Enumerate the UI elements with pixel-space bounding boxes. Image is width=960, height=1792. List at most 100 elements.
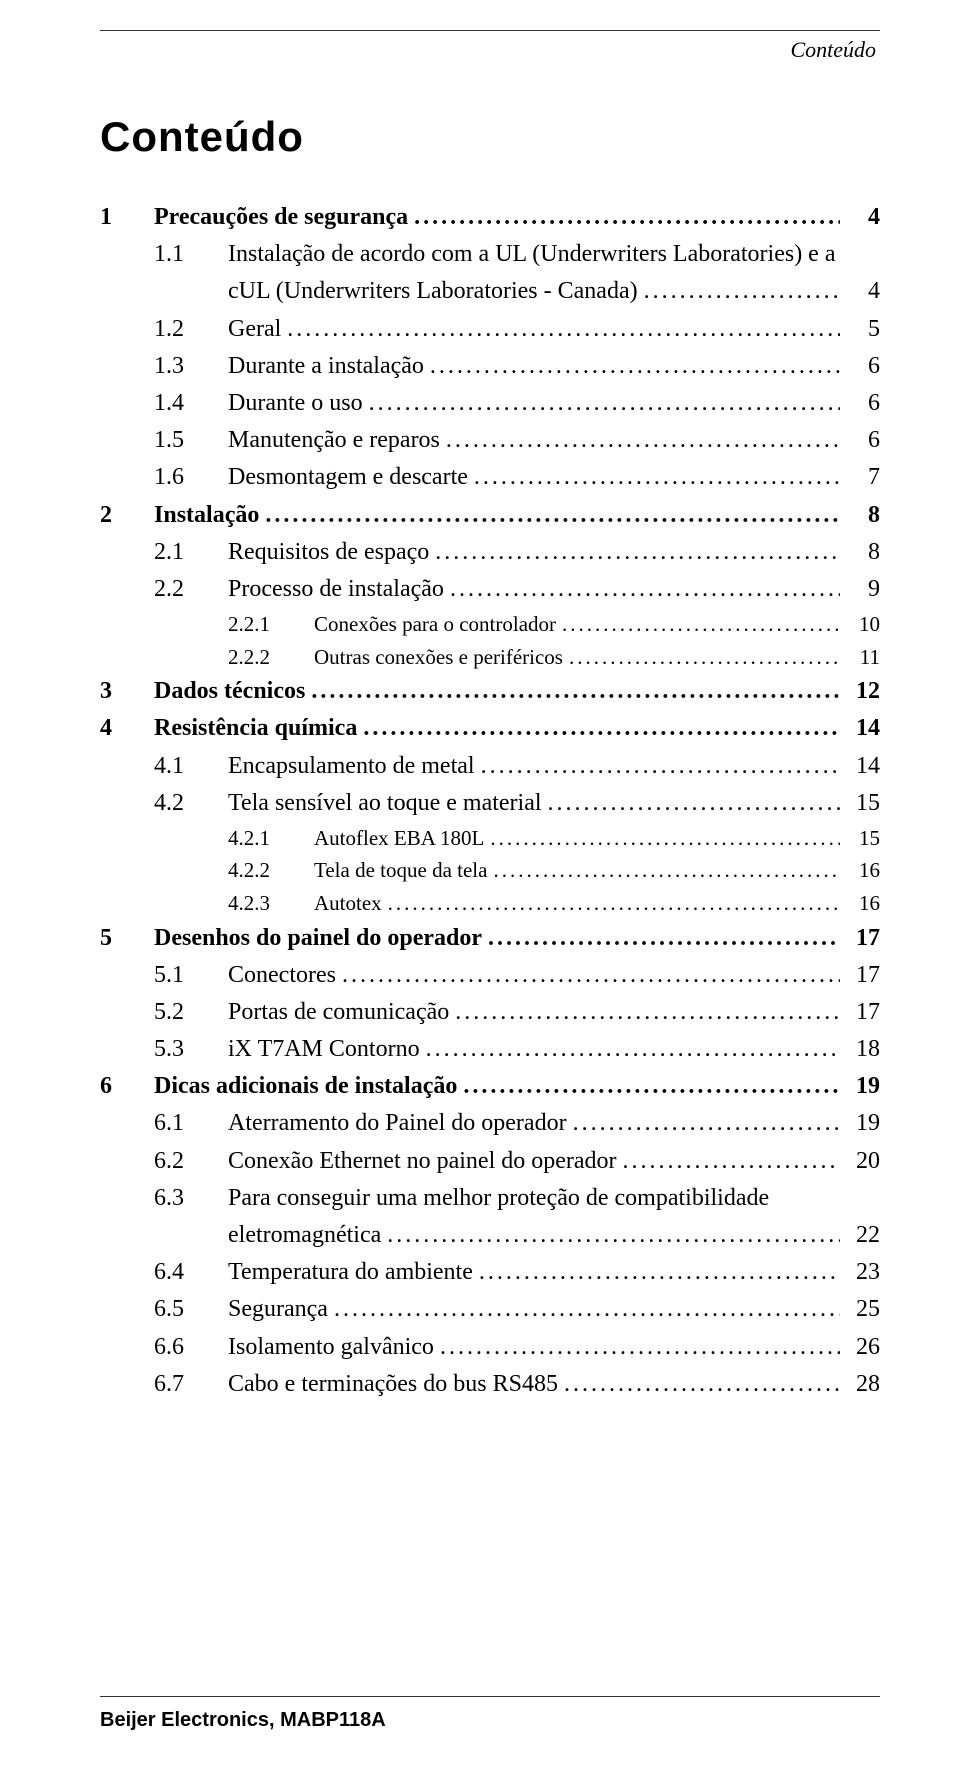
toc-row-cont: cUL (Underwriters Laboratories - Canada)… xyxy=(100,273,880,310)
toc-row: 4.2.2Tela de toque da tela 16 xyxy=(100,854,880,887)
page: Conteúdo Conteúdo 1Precauções de seguran… xyxy=(0,0,960,1792)
toc-row: 1.5Manutenção e reparos6 xyxy=(100,422,880,459)
page-title: Conteúdo xyxy=(100,113,880,161)
toc-label: Instalação de acordo com a UL (Underwrit… xyxy=(228,236,842,273)
toc-row: 6.4Temperatura do ambiente23 xyxy=(100,1254,880,1291)
toc-leader xyxy=(440,1329,840,1366)
toc-row: 1Precauções de segurança4 xyxy=(100,199,880,236)
toc-leader xyxy=(414,199,840,236)
toc-row: 4Resistência química14 xyxy=(100,710,880,747)
toc-number: 6.3 xyxy=(154,1180,228,1217)
toc-label: Desenhos do painel do operador xyxy=(154,920,488,957)
toc-page: 10 xyxy=(840,608,880,641)
toc-page: 16 xyxy=(840,854,880,887)
toc-number: 4.2.3 xyxy=(228,887,314,920)
toc-page: 26 xyxy=(840,1329,880,1366)
toc-page: 22 xyxy=(840,1217,880,1254)
toc-number: 4.2.1 xyxy=(228,822,314,855)
toc-number: 4.2 xyxy=(154,785,228,822)
toc-row: 3Dados técnicos12 xyxy=(100,673,880,710)
toc-leader xyxy=(455,994,840,1031)
toc-number: 4 xyxy=(100,710,154,747)
toc-label: Conectores xyxy=(228,957,342,994)
toc-number: 4.2.2 xyxy=(228,854,314,887)
toc-leader xyxy=(388,887,840,920)
toc-label: Dados técnicos xyxy=(154,673,311,710)
toc-leader xyxy=(644,273,840,310)
toc-leader xyxy=(369,385,840,422)
toc-row: 1.2Geral 5 xyxy=(100,311,880,348)
toc-label: Desmontagem e descarte xyxy=(228,459,474,496)
toc-leader xyxy=(569,641,840,674)
toc-label: Geral xyxy=(228,311,287,348)
toc-number: 5 xyxy=(100,920,154,957)
toc-number: 2.2.1 xyxy=(228,608,314,641)
toc-page: 5 xyxy=(840,311,880,348)
toc-page: 19 xyxy=(840,1105,880,1142)
toc-row: 1.4Durante o uso6 xyxy=(100,385,880,422)
toc-row-cont: eletromagnética 22 xyxy=(100,1217,880,1254)
toc-label: Para conseguir uma melhor proteção de co… xyxy=(228,1180,775,1217)
toc-page: 19 xyxy=(840,1068,880,1105)
toc-leader xyxy=(334,1291,840,1328)
toc-row: 2.2Processo de instalação9 xyxy=(100,571,880,608)
toc-leader xyxy=(363,710,840,747)
toc-number: 1.1 xyxy=(154,236,228,273)
toc-number: 2 xyxy=(100,497,154,534)
toc-page: 20 xyxy=(840,1143,880,1180)
toc-row: 5.3iX T7AM Contorno18 xyxy=(100,1031,880,1068)
toc-leader xyxy=(450,571,840,608)
toc-label: Segurança xyxy=(228,1291,334,1328)
toc-page: 23 xyxy=(840,1254,880,1291)
toc-leader xyxy=(548,785,840,822)
toc-page: 16 xyxy=(840,887,880,920)
toc-page: 6 xyxy=(840,348,880,385)
toc-number: 4.1 xyxy=(154,748,228,785)
toc-label-cont: eletromagnética xyxy=(228,1217,387,1254)
toc-label: Processo de instalação xyxy=(228,571,450,608)
toc-row: 5.2Portas de comunicação17 xyxy=(100,994,880,1031)
toc-number: 6.7 xyxy=(154,1366,228,1403)
toc-label-cont: cUL (Underwriters Laboratories - Canada) xyxy=(228,273,644,310)
table-of-contents: 1Precauções de segurança41.1Instalação d… xyxy=(100,199,880,1403)
toc-row: 5.1Conectores17 xyxy=(100,957,880,994)
toc-row: 5Desenhos do painel do operador 17 xyxy=(100,920,880,957)
toc-row: 2.1Requisitos de espaço8 xyxy=(100,534,880,571)
toc-row: 4.2Tela sensível ao toque e material15 xyxy=(100,785,880,822)
toc-leader xyxy=(474,459,840,496)
toc-leader xyxy=(426,1031,840,1068)
toc-leader xyxy=(435,534,840,571)
toc-row: 6.5Segurança25 xyxy=(100,1291,880,1328)
footer-rule xyxy=(100,1696,880,1697)
toc-row: 1.1Instalação de acordo com a UL (Underw… xyxy=(100,236,880,273)
toc-number: 1.2 xyxy=(154,311,228,348)
toc-number: 5.2 xyxy=(154,994,228,1031)
toc-number: 2.1 xyxy=(154,534,228,571)
toc-page: 4 xyxy=(840,273,880,310)
toc-leader xyxy=(564,1366,840,1403)
toc-page: 11 xyxy=(840,641,880,674)
toc-page: 14 xyxy=(840,748,880,785)
header-rule xyxy=(100,30,880,31)
toc-number: 6.5 xyxy=(154,1291,228,1328)
toc-label: Portas de comunicação xyxy=(228,994,455,1031)
toc-row: 6.3Para conseguir uma melhor proteção de… xyxy=(100,1180,880,1217)
toc-page: 15 xyxy=(840,785,880,822)
toc-page: 4 xyxy=(840,199,880,236)
toc-number-spacer xyxy=(154,273,228,310)
toc-row: 2Instalação8 xyxy=(100,497,880,534)
toc-number: 5.3 xyxy=(154,1031,228,1068)
toc-number: 6 xyxy=(100,1068,154,1105)
toc-leader xyxy=(479,1254,840,1291)
toc-row: 6.6Isolamento galvânico26 xyxy=(100,1329,880,1366)
toc-label: Autotex xyxy=(314,887,388,920)
toc-label: Tela de toque da tela xyxy=(314,854,493,887)
toc-row: 1.6Desmontagem e descarte7 xyxy=(100,459,880,496)
toc-number-spacer xyxy=(154,1217,228,1254)
footer: Beijer Electronics, MABP118A xyxy=(100,1696,880,1732)
toc-label: Temperatura do ambiente xyxy=(228,1254,479,1291)
toc-label: Isolamento galvânico xyxy=(228,1329,440,1366)
toc-number: 1 xyxy=(100,199,154,236)
toc-label: iX T7AM Contorno xyxy=(228,1031,426,1068)
toc-page: 17 xyxy=(840,920,880,957)
